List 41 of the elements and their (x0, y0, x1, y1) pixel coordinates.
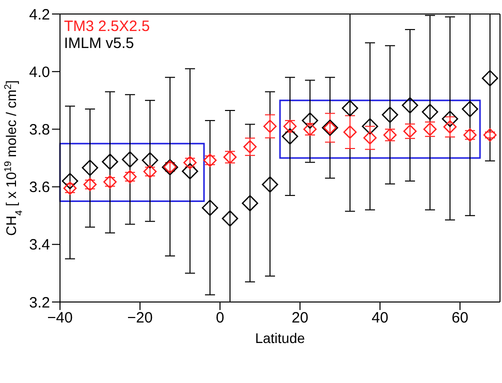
text: TM3 2.5X2.5 (64, 18, 150, 35)
x-tick-label: 60 (452, 310, 468, 327)
point (482, 70, 498, 86)
point (483, 128, 497, 142)
x-tick-label: 20 (292, 310, 308, 327)
point (442, 110, 458, 127)
y-tick-label: 3.8 (29, 122, 50, 139)
point (342, 100, 358, 116)
point (343, 125, 357, 139)
y-tick-label: 3.4 (29, 236, 50, 254)
x-tick-label: 0 (216, 310, 224, 327)
point (142, 152, 158, 168)
point (202, 200, 218, 216)
point (422, 104, 438, 120)
point (282, 128, 298, 145)
point (122, 151, 138, 168)
point (243, 140, 257, 154)
point (262, 176, 278, 193)
x-tick-label: −20 (127, 310, 153, 327)
point (402, 97, 418, 114)
point (62, 172, 78, 190)
point (182, 163, 198, 180)
point (222, 210, 238, 227)
point (102, 154, 118, 170)
y-tick-label: 4.2 (29, 6, 50, 24)
y-tick-label: 3.2 (29, 294, 50, 312)
point (363, 131, 377, 144)
point (382, 106, 398, 123)
x-axis-title: Latitude (255, 330, 306, 346)
point (82, 160, 98, 176)
point (263, 120, 277, 133)
text: IMLM v5.5 (64, 35, 136, 52)
point (443, 120, 457, 134)
y-tick-label: 3.6 (29, 179, 50, 196)
x-tick-label: 40 (372, 310, 388, 327)
y-tick-label: 4.0 (29, 64, 50, 81)
point (242, 195, 258, 212)
point (362, 118, 378, 134)
x-tick-label: −40 (47, 310, 73, 327)
point (302, 112, 318, 129)
point (462, 100, 478, 118)
